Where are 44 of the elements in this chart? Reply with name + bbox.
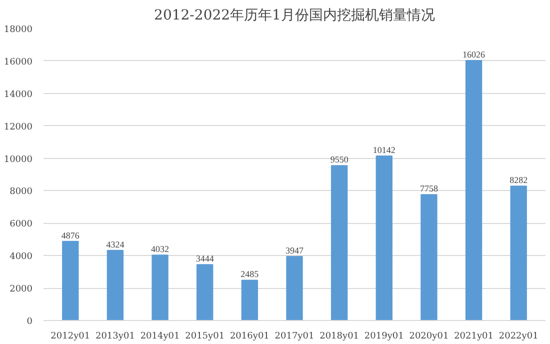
data-label: 4876 — [61, 230, 80, 240]
bar — [106, 250, 124, 320]
data-label: 7758 — [420, 184, 438, 194]
chart-title: 2012-2022年历年1月份国内挖掘机销量情况 — [154, 8, 435, 24]
y-tick-label: 8000 — [10, 187, 33, 198]
x-tick-label: 2019y01 — [364, 332, 404, 342]
bar — [286, 256, 303, 320]
data-label: 4324 — [106, 239, 125, 250]
y-tick-label: 16000 — [4, 57, 33, 68]
data-label: 10142 — [372, 144, 396, 155]
x-tick-label: 2022y01 — [498, 332, 538, 342]
x-tick-label: 2021y01 — [454, 332, 494, 342]
x-tick-label: 2015y01 — [185, 332, 225, 342]
x-tick-label: 2013y01 — [95, 332, 135, 342]
data-label: 9550 — [330, 154, 349, 165]
y-tick-label: 2000 — [10, 284, 33, 295]
y-tick-label: 0 — [26, 317, 33, 327]
y-tick-label: 10000 — [4, 154, 33, 165]
bar — [420, 194, 438, 320]
bar — [330, 165, 348, 320]
bar — [62, 240, 79, 320]
x-tick-label: 2017y01 — [274, 332, 314, 342]
bar — [152, 254, 168, 320]
data-label: 3947 — [286, 245, 304, 256]
x-tick-label: 2018y01 — [320, 332, 360, 342]
y-tick-label: 4000 — [10, 252, 33, 262]
data-label: 16026 — [462, 50, 486, 60]
y-tick-label: 14000 — [4, 90, 33, 100]
data-label: 4032 — [151, 244, 170, 254]
y-tick-label: 12000 — [4, 122, 33, 132]
x-tick-label: 2016y01 — [230, 332, 270, 342]
bar — [510, 186, 527, 320]
bar — [376, 155, 392, 320]
x-tick-label: 2014y01 — [140, 332, 180, 342]
data-label: 8282 — [510, 175, 528, 186]
data-label: 2485 — [240, 269, 260, 280]
x-tick-label: 2020y01 — [409, 332, 449, 342]
bar — [465, 60, 482, 320]
bar — [196, 264, 214, 320]
y-tick-label: 6000 — [10, 220, 33, 230]
data-label: 3444 — [196, 254, 214, 264]
bar — [241, 280, 258, 320]
y-tick-label: 18000 — [4, 25, 33, 35]
x-tick-label: 2012y01 — [50, 332, 90, 342]
